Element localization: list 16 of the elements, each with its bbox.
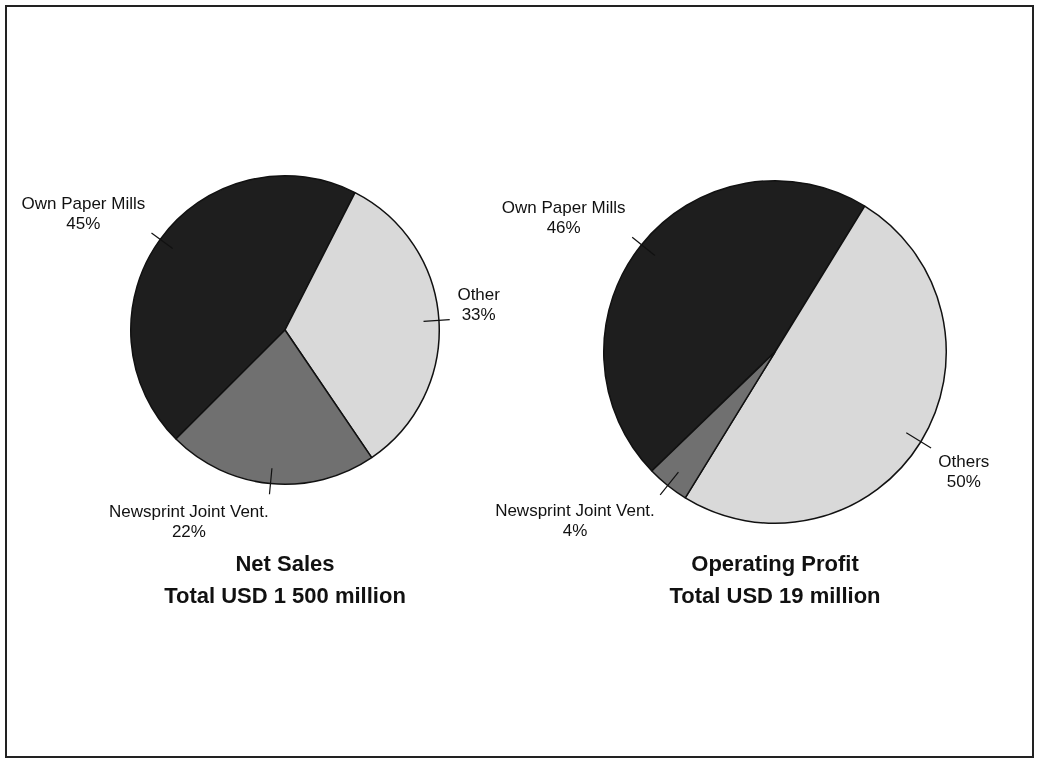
slice-label: Others [938, 452, 990, 472]
text: Total USD 1 500 million [163, 582, 407, 610]
slice-label: Other [457, 284, 501, 304]
data-label: 33% [461, 304, 496, 324]
text: Operating Profit [690, 550, 860, 578]
data-label: 4% [562, 521, 588, 541]
slice-label: Newsprint Joint Vent. [495, 501, 655, 521]
text: Total USD 19 million [668, 582, 882, 610]
text: Net Sales [234, 550, 336, 578]
slice-label: Own Paper Mills [21, 194, 146, 214]
slice-label: Own Paper Mills [501, 197, 626, 217]
data-label: 50% [946, 472, 981, 492]
data-label: 22% [171, 521, 206, 541]
slice-label: Newsprint Joint Vent. [109, 501, 269, 521]
data-label: 46% [546, 217, 581, 237]
data-label: 45% [66, 214, 101, 234]
